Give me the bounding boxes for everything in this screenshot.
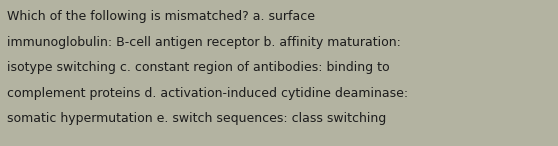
Text: somatic hypermutation e. switch sequences: class switching: somatic hypermutation e. switch sequence… <box>7 112 387 125</box>
Text: immunoglobulin: B-cell antigen receptor b. affinity maturation:: immunoglobulin: B-cell antigen receptor … <box>7 36 401 49</box>
Text: isotype switching c. constant region of antibodies: binding to: isotype switching c. constant region of … <box>7 61 390 74</box>
Text: Which of the following is mismatched? a. surface: Which of the following is mismatched? a.… <box>7 10 315 23</box>
Text: complement proteins d. activation-induced cytidine deaminase:: complement proteins d. activation-induce… <box>7 87 408 100</box>
